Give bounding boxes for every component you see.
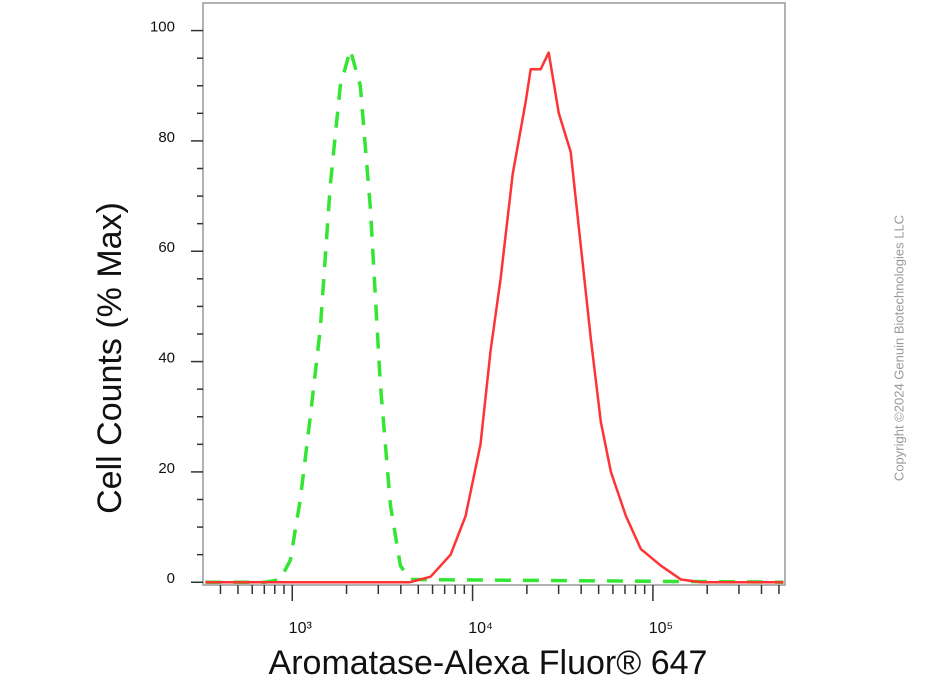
y-tick-label: 20 <box>158 460 175 477</box>
histogram-line <box>205 48 784 584</box>
x-axis-label: Aromatase-Alexa Fluor® 647 <box>269 644 708 682</box>
y-tick-label: 60 <box>158 239 175 256</box>
x-tick-label: 10³ <box>289 620 313 637</box>
x-tick-label: 10⁵ <box>649 620 673 637</box>
watermark: Copyright ©2024 Genuin Biotechnologies L… <box>891 215 906 481</box>
y-axis-label: Cell Counts (% Max) <box>91 202 129 514</box>
y-tick-label: 100 <box>150 19 175 36</box>
plot-frame <box>202 2 786 586</box>
histogram-line <box>205 51 784 584</box>
x-tick-label: 10⁴ <box>468 620 493 637</box>
y-tick-label: 80 <box>158 129 175 146</box>
y-tick-label: 0 <box>167 570 175 587</box>
y-tick-label: 40 <box>158 350 175 367</box>
